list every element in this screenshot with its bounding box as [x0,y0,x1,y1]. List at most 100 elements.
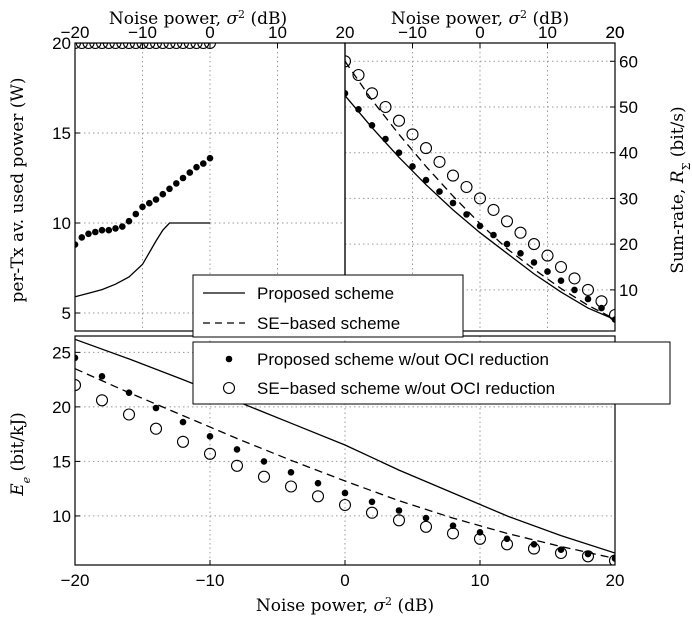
sumrate-y-tick-label: 50 [619,98,638,117]
ee-se-based-no-oci-point [284,480,298,493]
sumrate-se-based-no-oci-point [406,128,419,141]
power-se-based-no-oci-point [156,43,169,50]
ee-proposed-no-oci-point [449,522,457,529]
ee-x-tick-label: −20 [61,571,90,590]
power-se-based-no-oci-point [190,43,203,50]
sumrate-se-based-no-oci-point [379,100,392,114]
sumrate-proposed-no-oci-point [463,211,470,218]
power-proposed-no-oci-point [125,217,133,225]
ee-proposed-no-oci-point [395,507,403,514]
sumrate-y-tick-label: 60 [619,52,638,71]
sumrate-proposed-no-oci-point [422,176,430,184]
ee-proposed-no-oci-point [98,373,106,380]
power-proposed-no-oci-point [193,163,200,171]
sumrate-se-based-no-oci-point [595,295,608,308]
ee-plot-area [75,338,615,565]
power-proposed-no-oci-point [159,190,167,198]
ee-proposed-no-oci-point [422,514,430,522]
ee-se-based-no-oci-point [75,379,82,392]
ee-proposed-line [75,338,615,554]
sumrate-proposed-no-oci-point [611,316,615,323]
power-x-tick-label: 10 [268,23,287,42]
power-x-tick-label: 20 [336,23,355,42]
power-se-based-no-oci-point [102,43,115,50]
sumrate-x-tick-label: −10 [398,23,427,42]
power-proposed-line [75,222,210,298]
sumrate-se-based-no-oci-point [345,55,352,68]
power-y-tick-label: 20 [52,34,71,53]
power-x-tick-label: −10 [128,23,157,42]
ee-se-based-no-oci-point [446,527,460,540]
ee-se-based-no-oci-point [149,422,163,435]
ee-se-based-no-oci-point [95,394,109,407]
sumrate-y-tick-label: 20 [619,235,638,254]
power-se-based-no-oci-point [143,43,156,50]
power-se-based-no-oci-point [183,43,196,50]
sumrate-se-based-no-oci-point [500,215,514,228]
power-proposed-no-oci-point [152,196,160,203]
ee-se-based-no-oci-point [473,532,487,545]
sumrate-se-based-no-oci-point [460,180,473,194]
bottom-y-axis-title: Ee (bit/kJ) [8,412,33,497]
sumrate-plot-area [345,55,615,323]
ee-proposed-no-oci-point [476,529,484,536]
sumrate-se-based-no-oci-point [433,155,446,168]
ee-x-tick-label: 10 [471,571,490,590]
sumrate-proposed-no-oci-point [571,286,578,294]
power-se-based-no-oci-point [170,43,183,50]
sumrate-se-based-no-oci-point [446,169,460,182]
sumrate-x-tick-label: 20 [606,23,625,42]
sumrate-proposed-no-oci-point [382,135,389,143]
legend-proposed-label: Proposed scheme [257,284,394,303]
top-left-x-axis-title: Noise power, σ2 (dB) [109,8,287,30]
ee-x-tick-label: 20 [606,571,625,590]
sumrate-se-based-no-oci-point [568,272,581,285]
sumrate-y-tick-label: 40 [619,144,638,163]
power-plot-area [75,43,217,298]
power-se-based-no-oci-point [109,43,122,50]
sumrate-proposed-no-oci-point [503,240,511,248]
sumrate-se-based-no-oci-point [487,203,500,216]
ee-se-based-no-oci-point [500,538,514,551]
power-se-based-no-oci-point [163,43,176,50]
ee-se-based-no-oci-point [203,447,217,460]
power-proposed-no-oci-point [92,228,99,236]
sumrate-proposed-no-oci-point [544,268,551,275]
sumrate-y-tick-label: 30 [619,189,638,208]
sumrate-se-based-no-oci-point [419,142,433,155]
sumrate-proposed-no-oci-point [436,188,443,195]
power-proposed-no-oci-point [75,241,79,248]
power-proposed-no-oci-point [200,160,207,167]
sumrate-proposed-no-oci-point [345,90,349,97]
sumrate-proposed-no-oci-point [490,231,497,239]
legend-se-label: SE−based scheme [257,314,400,333]
sumrate-se-based-no-oci-point [514,226,527,239]
power-y-tick-label: 15 [52,124,71,143]
ee-proposed-no-oci-point [206,433,214,440]
legend-se-no-oci-label: SE−based scheme w/out OCI reduction [257,379,555,398]
ee-se-based-no-oci-point [392,514,406,527]
sumrate-y-tick-label: 10 [619,281,638,300]
ee-proposed-no-oci-point [75,354,79,362]
sumrate-se-based-no-oci-point [581,283,595,296]
sumrate-proposed-no-oci-point [395,149,403,156]
power-proposed-no-oci-point [112,225,119,232]
sumrate-x-tick-label: 10 [538,23,557,42]
ee-y-tick-label: 15 [52,452,71,471]
power-se-based-no-oci-point [149,43,163,50]
sumrate-proposed-no-oci-point [517,250,524,257]
ee-se-based-line [75,368,615,560]
ee-y-tick-label: 10 [52,507,71,526]
power-proposed-no-oci-point [139,203,146,211]
power-se-based-no-oci-point [197,43,210,50]
ee-se-based-no-oci-point [554,546,568,560]
ee-se-based-no-oci-point [365,506,379,519]
power-proposed-no-oci-point [146,199,153,207]
ee-proposed-no-oci-point [179,418,187,426]
ee-se-based-no-oci-point [608,554,615,565]
ee-proposed-no-oci-point [314,479,322,487]
sumrate-proposed-line [345,95,615,321]
power-se-based-no-oci-point [82,43,95,50]
